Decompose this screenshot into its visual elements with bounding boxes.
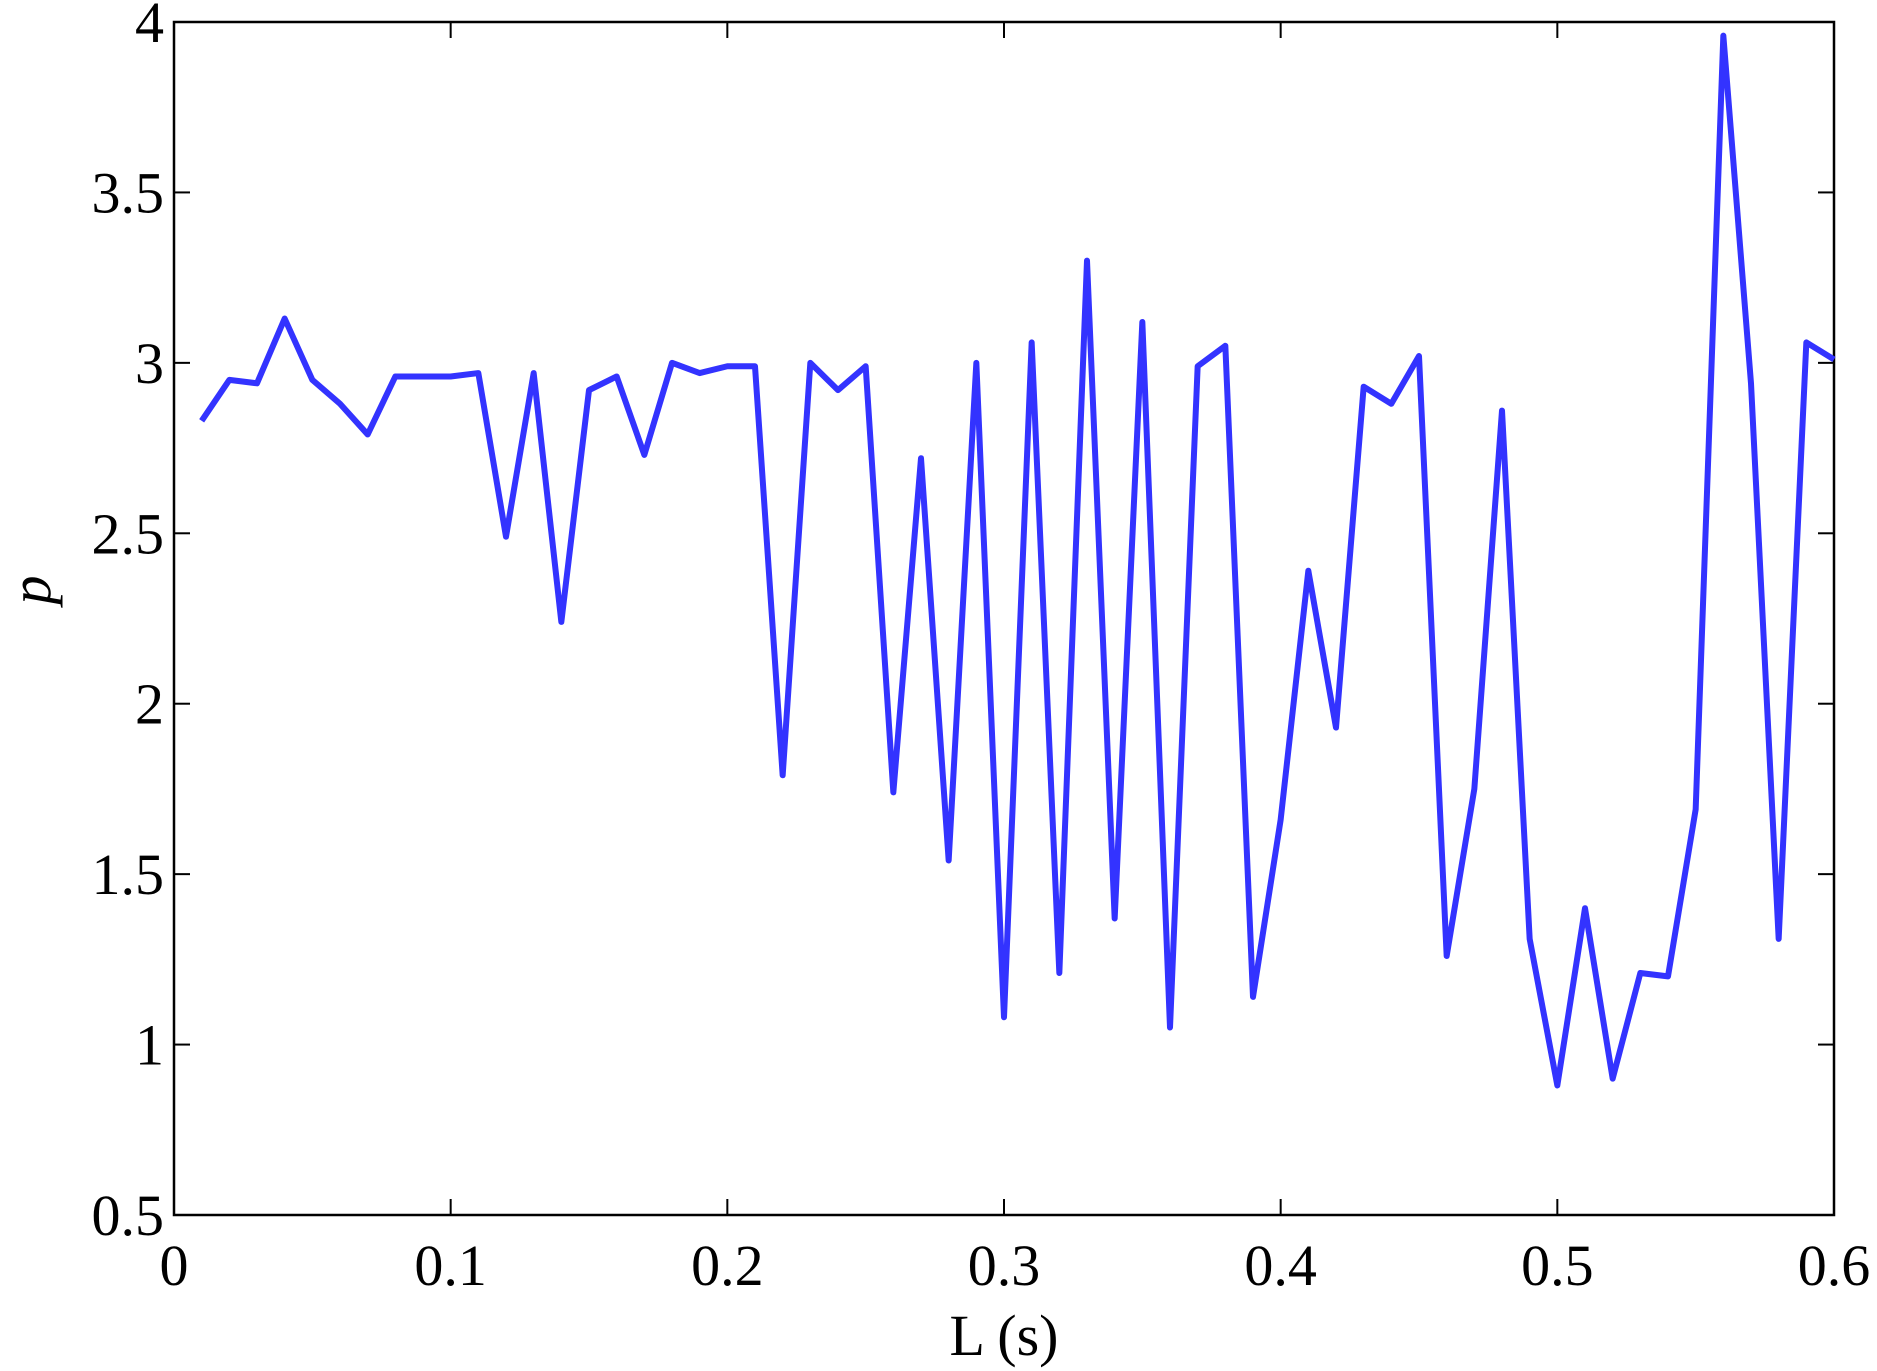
- x-tick-label: 0.5: [1521, 1233, 1594, 1298]
- y-tick-label: 3: [135, 331, 164, 396]
- plot-frame: [172, 20, 1836, 1217]
- y-tick-label: 3.5: [92, 160, 165, 225]
- y-tick-label: 0.5: [92, 1183, 165, 1248]
- x-tick-label: 0.1: [414, 1233, 487, 1298]
- x-tick-label: 0.6: [1798, 1233, 1871, 1298]
- y-tick-label: 1: [135, 1013, 164, 1078]
- x-tick-label: 0.2: [691, 1233, 764, 1298]
- y-tick-label: 2: [135, 672, 164, 737]
- x-axis-label: L (s): [950, 1303, 1059, 1368]
- data-line: [199, 32, 1836, 1089]
- y-tick-label: 4: [135, 0, 164, 55]
- x-tick-label: 0: [160, 1233, 189, 1298]
- x-tick-label: 0.3: [968, 1233, 1041, 1298]
- y-tick-label: 2.5: [92, 501, 165, 566]
- y-tick-label: 1.5: [92, 842, 165, 907]
- y-axis-label: p: [0, 576, 63, 609]
- x-tick-label: 0.4: [1244, 1233, 1317, 1298]
